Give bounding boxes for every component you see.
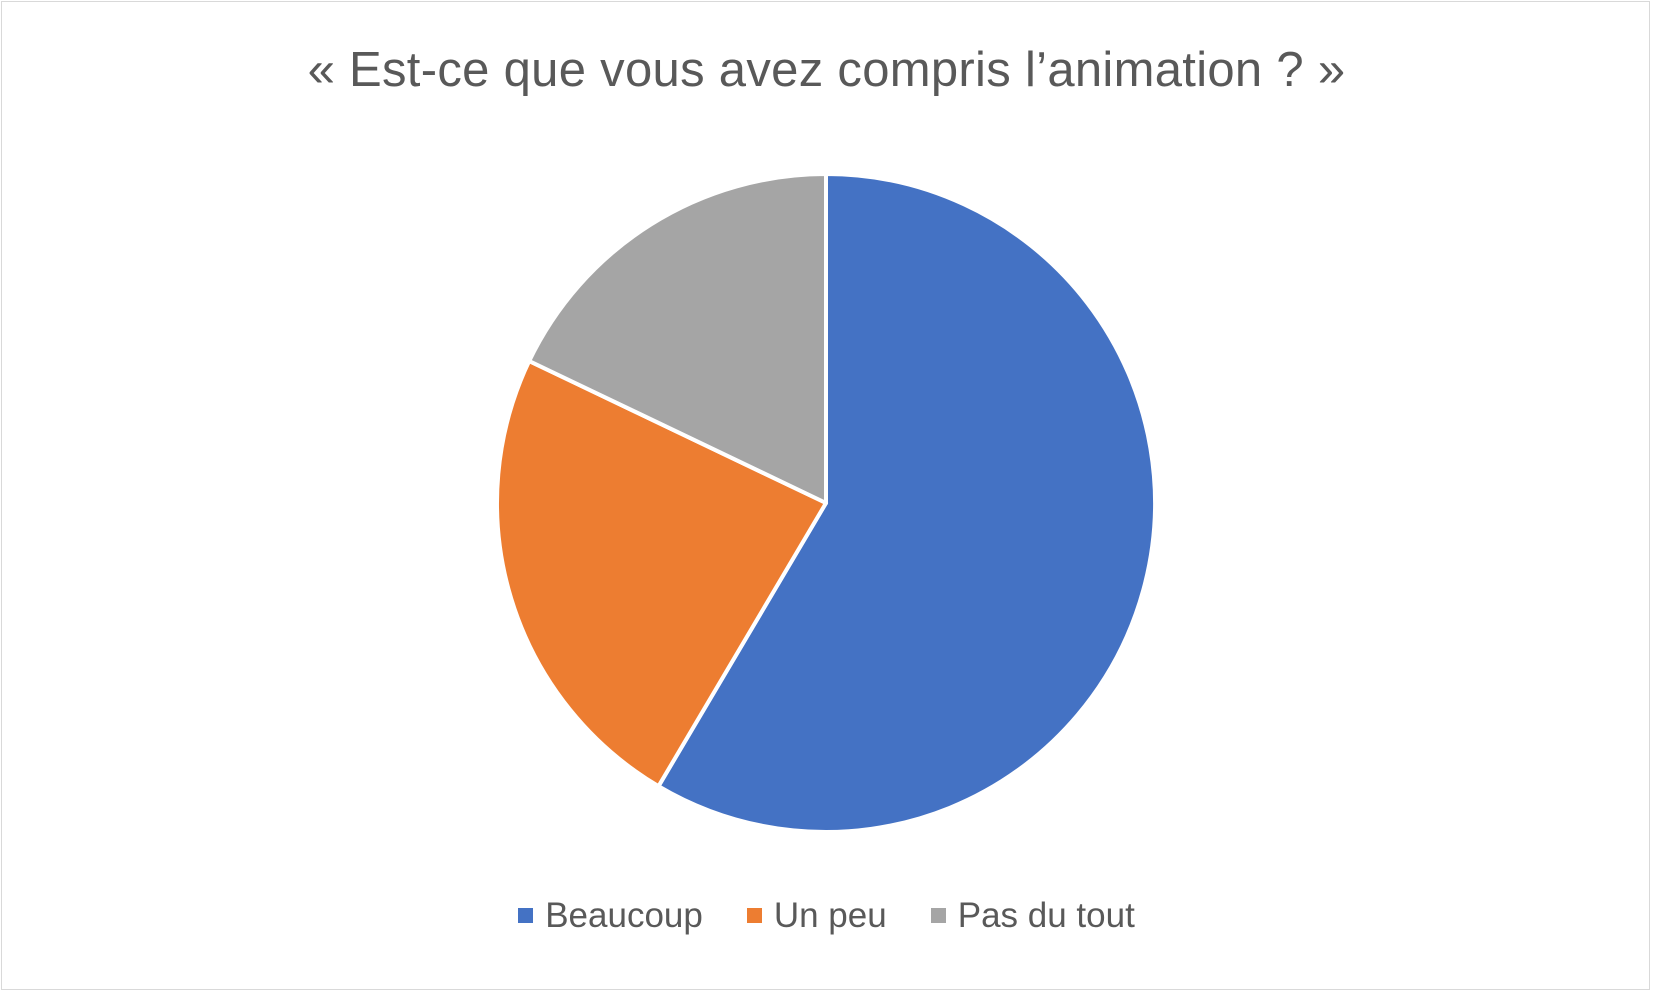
legend-item-beaucoup: Beaucoup [518,898,703,933]
legend-swatch-pas-du-tout [930,908,946,923]
chart-title: « Est-ce que vous avez compris l’animati… [307,43,1346,97]
legend-label-beaucoup: Beaucoup [545,896,703,935]
pie-slice-pas-du-tout [527,172,828,505]
legend-label-pas-du-tout: Pas du tout [957,896,1135,935]
legend: Beaucoup Un peu Pas du tout [0,898,1653,933]
legend-item-un-peu: Un peu [746,896,887,935]
legend-swatch-beaucoup [518,908,534,923]
legend-label-un-peu: Un peu [773,896,887,935]
legend-item-pas-du-tout: Pas du tout [930,896,1135,935]
pie-slice-un-peu [495,359,828,789]
pie-slice-beaucoup [656,172,1157,834]
legend-swatch-un-peu [746,908,762,923]
